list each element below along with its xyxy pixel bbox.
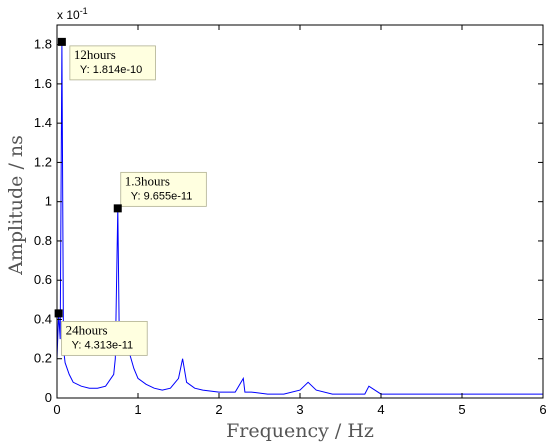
x-tick-label: 1 — [134, 402, 141, 417]
x-tick-label: 6 — [539, 402, 546, 417]
series-group — [56, 41, 543, 395]
x-axis-ticks: 0 1 2 3 4 5 6 — [53, 25, 547, 417]
datatip-value: Y: 9.655e-11 — [131, 190, 193, 202]
datatips-group: 12hours Y: 1.814e-10 1.3hours Y: 9.655e-11 2… — [54, 37, 207, 356]
y-tick-label: 1.2 — [34, 154, 52, 169]
y-axis-label: Amplitude / ns — [5, 135, 27, 276]
y-tick-label: 0.2 — [34, 351, 52, 366]
y-exponent-base: x 10 — [57, 8, 80, 22]
datatip-value: Y: 4.313e-11 — [72, 339, 134, 351]
datatip-title: 24hours — [66, 322, 108, 337]
x-tick-label: 2 — [215, 402, 222, 417]
datatip-title: 1.3hours — [125, 173, 170, 188]
x-tick-label: 0 — [53, 402, 60, 417]
x-tick-label: 4 — [377, 402, 384, 417]
datatip-title: 12hours — [74, 47, 116, 62]
x-tick-label: 3 — [296, 402, 303, 417]
y-tick-label: 1 — [45, 194, 52, 209]
datatip-marker — [57, 37, 66, 46]
y-tick-label: 0 — [45, 390, 52, 405]
x-axis-label: Frequency / Hz — [226, 420, 374, 442]
y-tick-label: 0.6 — [34, 272, 52, 287]
datatip-value: Y: 1.814e-10 — [80, 64, 142, 76]
datatip-box — [120, 171, 207, 207]
datatip-marker — [113, 204, 122, 213]
datatip-box — [69, 45, 156, 81]
y-exponent-power: -1 — [80, 6, 88, 16]
series-line-0 — [56, 41, 543, 395]
datatip-box — [61, 320, 148, 356]
x-tick-label: 5 — [458, 402, 465, 417]
y-tick-label: 1.4 — [34, 115, 52, 130]
y-tick-label: 0.8 — [34, 233, 52, 248]
y-tick-label: 1.8 — [34, 37, 52, 52]
y-exponent-label: x 10-1 — [57, 6, 88, 22]
y-tick-label: 1.6 — [34, 76, 52, 91]
y-tick-label: 0.4 — [34, 311, 52, 326]
datatip-marker — [54, 309, 63, 318]
y-axis-ticks: 0 0.2 0.4 0.6 0.8 1 1.2 1.4 1.6 1.8 — [34, 37, 543, 405]
